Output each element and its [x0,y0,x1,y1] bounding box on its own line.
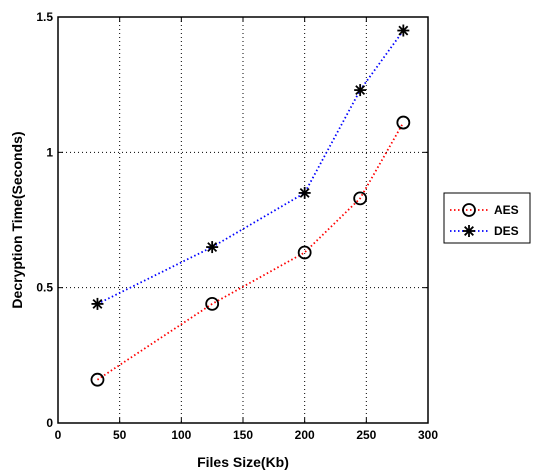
data-point-des [299,187,311,199]
legend: AES DES [444,193,530,243]
data-point-des [206,241,218,253]
data-point-des [354,84,366,96]
x-tick-label: 250 [356,428,376,442]
y-axis-label: Decryption Time(Seconds) [9,131,25,308]
x-tick-label: 300 [418,428,438,442]
legend-label-des: DES [494,224,519,238]
legend-marker-des [463,225,475,237]
y-tick-label: 0.5 [36,281,53,295]
data-point-des [91,298,103,310]
data-point-des [397,25,409,37]
x-tick-label: 100 [171,428,191,442]
x-tick-label: 150 [233,428,253,442]
y-tick-label: 0 [46,416,53,430]
x-axis-label: Files Size(Kb) [197,454,289,470]
legend-label-aes: AES [494,203,519,217]
y-tick-label: 1 [46,145,53,159]
y-tick-label: 1.5 [36,10,53,24]
x-tick-label: 0 [55,428,62,442]
x-tick-label: 200 [295,428,315,442]
x-tick-label: 50 [113,428,127,442]
